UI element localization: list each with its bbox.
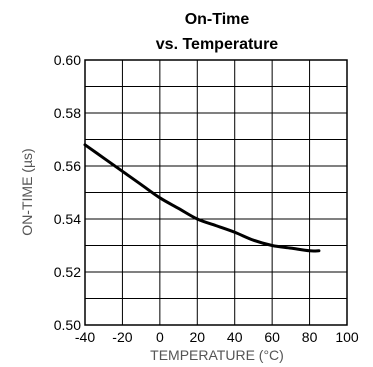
chart-subtitle: vs. Temperature (156, 36, 279, 53)
y-tick-label-4: 0.58 (54, 105, 81, 121)
x-tick-label-3: 20 (189, 329, 205, 345)
series-line-0 (83, 143, 321, 253)
x-tick-label-5: 60 (264, 329, 280, 345)
x-tick-label-6: 80 (302, 329, 318, 345)
plot-frame (84, 59, 348, 326)
x-axis-label: TEMPERATURE (°C) (150, 347, 284, 363)
y-tick-label-1: 0.52 (54, 264, 81, 280)
y-tick-label-2: 0.54 (54, 211, 81, 227)
x-tick-label-4: 40 (227, 329, 243, 345)
x-tick-label-2: 0 (156, 329, 164, 345)
y-tick-label-3: 0.56 (54, 158, 81, 174)
y-axis-label: ON-TIME (µs) (19, 148, 35, 235)
series-layer (83, 143, 321, 253)
x-tick-label-7: 100 (335, 329, 359, 345)
grid (84, 59, 348, 326)
tick-labels: -40 -20 0 20 40 60 80 100 0.50 0.52 0.54 0.56 0.58 0.… (54, 52, 359, 345)
y-tick-label-5: 0.60 (54, 52, 81, 68)
x-tick-label-1: -20 (112, 329, 132, 345)
x-tick-label-0: -40 (75, 329, 95, 345)
y-tick-label-0: 0.50 (54, 317, 81, 333)
chart-title: On-Time (185, 11, 250, 28)
